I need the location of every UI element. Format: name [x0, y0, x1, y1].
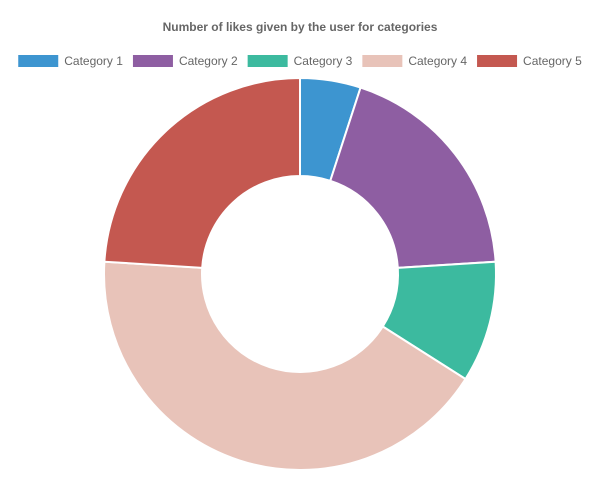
legend-label: Category 5: [523, 54, 582, 68]
legend-label: Category 3: [294, 54, 353, 68]
legend-swatch: [362, 55, 403, 67]
legend: Category 1 Category 2 Category 3 Category 4…: [18, 54, 582, 68]
legend-label: Category 4: [408, 54, 467, 68]
legend-item-category-2[interactable]: Category 2: [132, 54, 238, 68]
legend-swatch: [132, 55, 173, 67]
doughnut-slices: [103, 76, 497, 471]
legend-swatch: [477, 55, 518, 67]
legend-item-category-3[interactable]: Category 3: [247, 54, 353, 68]
slice-category-5[interactable]: [103, 76, 301, 269]
legend-swatch: [247, 55, 288, 67]
legend-label: Category 1: [64, 54, 123, 68]
legend-item-category-1[interactable]: Category 1: [18, 54, 123, 68]
legend-label: Category 2: [179, 54, 238, 68]
slice-category-4[interactable]: [103, 260, 467, 471]
legend-swatch: [18, 55, 59, 67]
legend-item-category-4[interactable]: Category 4: [362, 54, 467, 68]
slice-category-2[interactable]: [329, 86, 497, 269]
legend-item-category-5[interactable]: Category 5: [477, 54, 582, 68]
chart-title: Number of likes given by the user for ca…: [163, 20, 438, 34]
